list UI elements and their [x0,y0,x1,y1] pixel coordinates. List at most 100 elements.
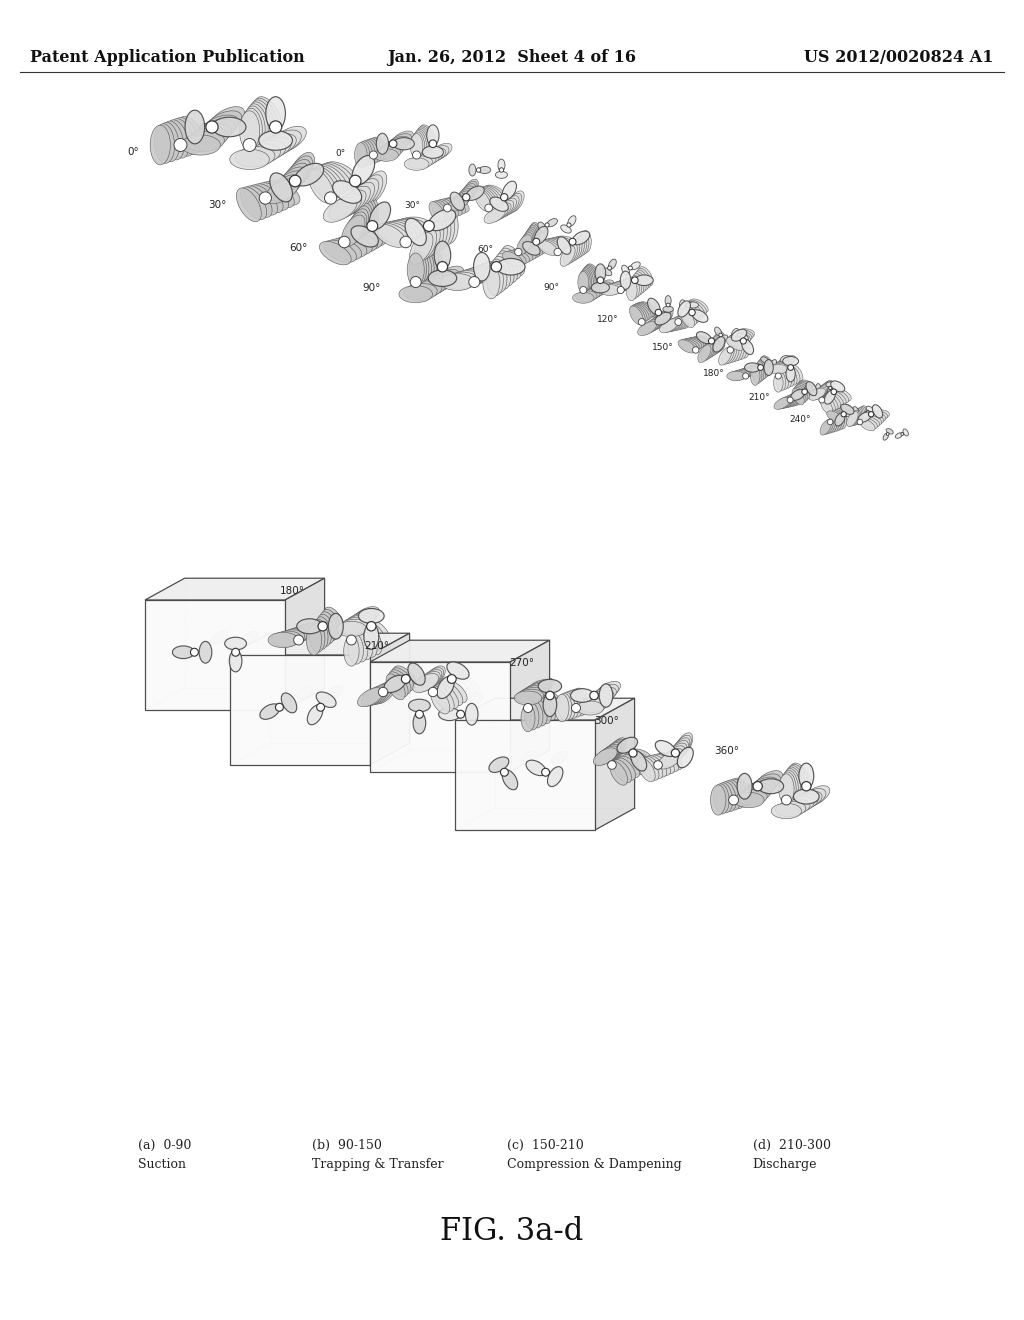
Ellipse shape [715,331,725,351]
Ellipse shape [366,684,390,705]
Ellipse shape [419,276,451,294]
Ellipse shape [680,339,698,352]
Ellipse shape [734,341,744,360]
Circle shape [686,304,690,306]
Ellipse shape [753,774,780,793]
Ellipse shape [735,329,755,339]
Ellipse shape [652,754,675,774]
Ellipse shape [731,329,746,341]
Ellipse shape [484,207,505,223]
Ellipse shape [683,338,701,350]
Ellipse shape [199,642,212,663]
Ellipse shape [236,147,274,166]
Ellipse shape [525,702,539,730]
Ellipse shape [527,224,539,247]
Ellipse shape [782,356,799,366]
Ellipse shape [459,183,476,203]
Ellipse shape [686,302,702,319]
Ellipse shape [826,411,842,422]
Ellipse shape [342,215,365,247]
Ellipse shape [611,280,632,292]
Ellipse shape [408,156,432,169]
Ellipse shape [503,252,523,267]
Ellipse shape [727,371,745,380]
Ellipse shape [503,246,524,276]
Ellipse shape [819,381,831,397]
Ellipse shape [630,306,643,325]
Ellipse shape [396,216,431,235]
Ellipse shape [406,218,426,246]
Ellipse shape [422,147,443,158]
Ellipse shape [421,242,442,272]
Text: Suction: Suction [138,1159,186,1171]
Ellipse shape [609,281,630,293]
Circle shape [206,121,218,133]
Ellipse shape [212,631,228,644]
Ellipse shape [608,259,616,269]
Ellipse shape [536,697,551,723]
Text: 180°: 180° [702,370,725,379]
Ellipse shape [356,174,383,207]
Text: (a)  0-90: (a) 0-90 [138,1138,191,1151]
Circle shape [748,784,757,793]
Ellipse shape [783,368,795,387]
Ellipse shape [548,767,563,787]
Ellipse shape [769,364,787,374]
Ellipse shape [547,238,569,249]
Ellipse shape [374,681,396,704]
Ellipse shape [729,335,748,347]
Ellipse shape [663,318,681,333]
Ellipse shape [854,408,863,425]
Ellipse shape [857,407,866,424]
Ellipse shape [570,689,594,702]
Text: 60°: 60° [477,246,493,255]
Ellipse shape [595,264,605,282]
Ellipse shape [713,333,723,352]
Ellipse shape [561,692,575,719]
Circle shape [283,178,294,189]
Ellipse shape [356,630,373,660]
Polygon shape [455,719,595,830]
Ellipse shape [312,619,328,649]
Ellipse shape [324,607,344,635]
Ellipse shape [488,756,509,772]
Ellipse shape [343,615,373,631]
Ellipse shape [793,388,804,405]
Ellipse shape [572,231,590,244]
Ellipse shape [524,227,537,249]
Ellipse shape [547,219,557,227]
Ellipse shape [275,166,306,195]
Ellipse shape [588,690,614,706]
Ellipse shape [630,261,640,269]
Ellipse shape [380,222,413,243]
Ellipse shape [719,335,728,342]
Ellipse shape [791,364,803,381]
Ellipse shape [324,197,357,222]
Ellipse shape [795,385,808,401]
Ellipse shape [743,784,773,800]
Ellipse shape [520,246,543,257]
Ellipse shape [647,315,664,331]
Ellipse shape [668,741,688,762]
Circle shape [655,309,662,315]
Ellipse shape [295,164,324,186]
Ellipse shape [883,433,889,440]
Ellipse shape [413,673,438,693]
Circle shape [484,205,493,213]
Ellipse shape [395,664,419,685]
Circle shape [346,635,356,645]
Ellipse shape [605,739,625,762]
Ellipse shape [344,636,359,667]
Ellipse shape [327,686,343,698]
Text: 60°: 60° [290,243,308,253]
Circle shape [428,141,436,149]
Ellipse shape [229,149,269,169]
Circle shape [740,338,746,345]
Ellipse shape [663,746,685,766]
Circle shape [367,220,378,231]
Ellipse shape [444,681,467,702]
Ellipse shape [502,770,518,789]
Ellipse shape [505,251,526,265]
Circle shape [567,223,571,227]
Ellipse shape [776,358,794,370]
